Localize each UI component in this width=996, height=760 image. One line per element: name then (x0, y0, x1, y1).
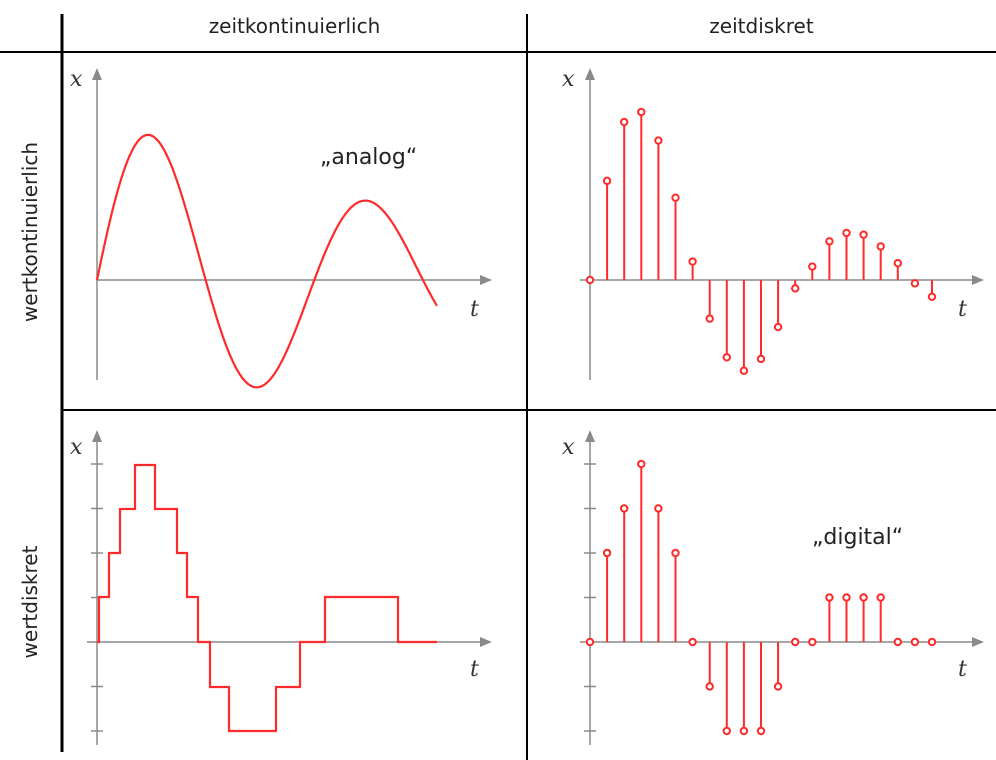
x-axis-label: t (470, 297, 479, 322)
panel-analog: x t „analog“ (70, 67, 492, 389)
panel-digital: x t „digital“ (562, 430, 984, 745)
sampled-sample-point (722, 353, 731, 362)
sampled-sample-point (705, 314, 714, 323)
y-ticks (584, 463, 596, 732)
digital-stems (585, 459, 937, 736)
digital-label: „digital“ (812, 525, 903, 550)
y-axis-label: x (70, 67, 83, 92)
digital-sample-point (791, 637, 800, 647)
panel-sampled: x t (562, 67, 984, 380)
digital-sample-point (620, 504, 629, 513)
y-axis-label: x (562, 435, 575, 460)
analog-signal-curve (95, 133, 438, 389)
sampled-stems (585, 107, 937, 375)
digital-sample-point (602, 548, 612, 558)
sampled-sample-point (773, 322, 783, 332)
digital-sample-point (825, 593, 834, 602)
analog-label: „analog“ (320, 145, 417, 170)
digital-sample-point (688, 637, 697, 647)
y-axis-label: x (562, 67, 575, 92)
sampled-sample-point (791, 284, 800, 293)
digital-sample-point (876, 593, 885, 602)
digital-sample-point (842, 593, 851, 602)
sampled-sample-point (910, 279, 920, 288)
sampled-sample-point (654, 136, 663, 145)
sampled-sample-point (671, 193, 680, 202)
column-header-zeitkontinuierlich: zeitkontinuierlich (208, 14, 381, 38)
digital-sample-point (585, 637, 595, 647)
sampled-sample-point (859, 230, 868, 239)
column-header-zeitdiskret: zeitdiskret (709, 14, 814, 38)
digital-sample-point (773, 682, 783, 691)
digital-sample-point (910, 637, 920, 647)
digital-sample-point (705, 682, 714, 691)
x-axis-label: t (958, 297, 967, 322)
sampled-sample-point (927, 292, 937, 301)
digital-sample-point (739, 726, 749, 736)
digital-sample-point (859, 593, 868, 602)
digital-sample-point (893, 637, 902, 647)
digital-sample-point (808, 637, 817, 647)
panel-quantized: x t (70, 430, 492, 745)
sampled-sample-point (637, 107, 646, 117)
digital-sample-point (671, 548, 680, 558)
sampled-sample-point (825, 237, 834, 246)
sampled-sample-point (756, 354, 766, 364)
digital-sample-point (722, 726, 731, 736)
sampled-sample-point (893, 259, 902, 268)
digital-sample-point (927, 637, 937, 647)
x-axis-label: t (958, 657, 967, 682)
x-axis-label: t (470, 657, 479, 682)
sampled-sample-point (739, 366, 749, 375)
digital-sample-point (654, 504, 663, 513)
sampled-sample-point (876, 242, 885, 251)
quantized-signal-steps (97, 463, 437, 733)
sampled-sample-point (688, 257, 697, 266)
y-axis-label: x (70, 435, 83, 460)
sampled-sample-point (808, 262, 817, 271)
sampled-sample-point (602, 176, 612, 186)
sampled-sample-point (620, 117, 629, 127)
sampled-sample-point (842, 228, 851, 238)
digital-sample-point (756, 726, 766, 736)
digital-sample-point (637, 459, 646, 469)
sampled-sample-point (585, 275, 595, 285)
